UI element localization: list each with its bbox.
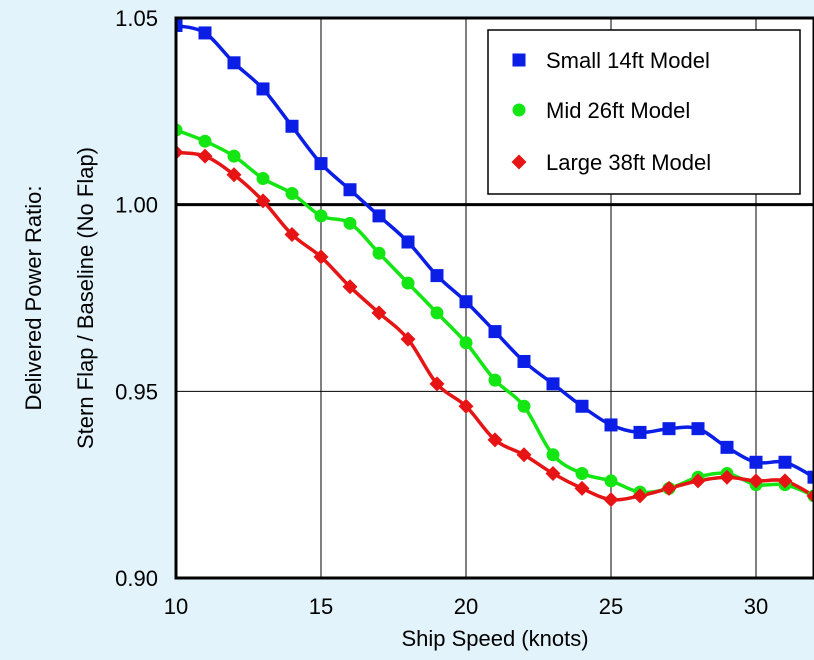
data-point-0 [227,56,241,70]
legend-box [487,29,801,195]
data-point-1 [604,474,618,488]
data-point-1 [314,209,328,223]
data-point-1 [176,123,183,137]
data-point-1 [372,246,386,260]
x-tick-label: 15 [309,594,333,619]
data-point-2 [777,473,793,489]
data-point-2 [458,398,474,414]
data-point-2 [516,447,532,463]
data-point-1 [198,134,212,148]
data-point-0 [546,377,560,391]
legend-label-1: Mid 26ft Model [546,98,690,123]
data-point-1 [227,149,241,163]
data-point-0 [314,157,328,171]
data-point-0 [285,119,299,133]
data-point-0 [517,354,531,368]
data-point-2 [719,469,735,485]
y-axis-title-line2: Stern Flap / Baseline (No Flap) [73,147,98,449]
data-markers [176,18,814,508]
y-axis-title-line1: Delivered Power Ratio: [21,186,46,411]
x-tick-label: 20 [454,594,478,619]
data-point-1 [575,466,589,480]
y-tick-label: 0.90 [115,566,158,591]
data-point-0 [459,295,473,309]
data-point-0 [430,269,444,283]
y-tick-label: 1.00 [115,193,158,218]
plot-frame [174,16,814,580]
y-tick-label: 1.05 [115,6,158,31]
data-point-1 [459,336,473,350]
data-point-2 [371,305,387,321]
data-point-0 [662,422,676,436]
data-point-2 [313,249,329,265]
data-point-0 [488,325,502,339]
data-point-1 [401,276,415,290]
data-point-0 [633,425,647,439]
y-tick-label: 0.95 [115,379,158,404]
data-point-2 [284,227,300,243]
data-point-2 [429,376,445,392]
data-point-1 [343,216,357,230]
data-point-2 [545,465,561,481]
data-point-0 [720,440,734,454]
data-point-0 [256,82,270,96]
legend-marker-0 [512,53,526,67]
data-point-2 [632,488,648,504]
data-point-1 [285,186,299,200]
legend-label-0: Small 14ft Model [546,48,710,73]
tick-labels: 10 15 20 25 30 0.90 0.95 1.00 1.05 [115,6,768,619]
data-point-0 [749,455,763,469]
data-point-2 [197,148,213,164]
data-point-0 [372,209,386,223]
legend-marker-1 [512,103,526,117]
data-point-0 [691,422,705,436]
data-point-0 [176,18,183,32]
x-axis-title: Ship Speed (knots) [401,626,588,651]
data-point-0 [198,26,212,40]
x-tick-label: 30 [744,594,768,619]
data-point-2 [400,331,416,347]
data-point-2 [255,193,271,209]
data-point-2 [487,432,503,448]
data-point-0 [401,235,415,249]
data-point-0 [807,470,814,484]
legend-label-2: Large 38ft Model [546,150,711,175]
data-point-2 [226,167,242,183]
data-point-1 [488,373,502,387]
data-point-2 [806,488,814,504]
legend: Small 14ft Model Mid 26ft Model Large 38ft… [487,29,801,195]
data-point-2 [690,473,706,489]
data-point-0 [778,455,792,469]
x-tick-label: 25 [599,594,623,619]
data-point-0 [575,399,589,413]
data-point-0 [604,418,618,432]
data-point-2 [603,492,619,508]
legend-marker-2 [511,154,527,170]
data-point-1 [430,306,444,320]
data-point-2 [176,144,184,160]
data-point-1 [517,399,531,413]
data-point-1 [256,172,270,186]
data-point-0 [343,183,357,197]
data-point-2 [342,279,358,295]
data-point-2 [748,473,764,489]
x-tick-label: 10 [164,594,188,619]
data-point-2 [574,480,590,496]
data-point-1 [546,448,560,462]
data-point-2 [661,480,677,496]
